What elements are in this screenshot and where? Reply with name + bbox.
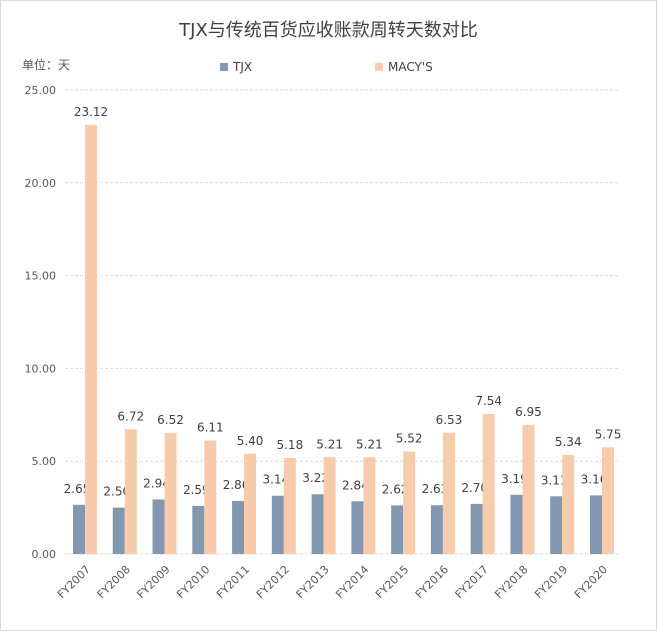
data-label-macys: 5.21 [316, 437, 343, 451]
x-tick-label: FY2016 [413, 563, 451, 601]
bar-tjx [391, 505, 404, 554]
bar-tjx [73, 504, 85, 554]
x-tick-label: FY2010 [174, 563, 212, 601]
bar-tjx [271, 495, 284, 554]
bar-macys [85, 124, 97, 555]
y-tick-label: 5.00 [32, 455, 57, 468]
bar-macys [522, 425, 535, 554]
y-tick-label: 0.00 [32, 548, 57, 561]
data-label-macys: 5.18 [276, 438, 303, 452]
data-label-tjx: 3.19 [501, 472, 528, 486]
bar-tjx [430, 505, 443, 554]
data-label-macys: 6.95 [515, 405, 542, 419]
data-label-tjx: 2.65 [64, 482, 91, 496]
data-label-tjx: 2.50 [103, 485, 130, 499]
bar-macys [283, 457, 296, 554]
bar-tjx [152, 499, 165, 554]
bar-tjx [470, 503, 483, 554]
data-label-macys: 6.11 [197, 421, 224, 435]
legend-item-macys: MACY'S [375, 60, 433, 74]
bar-macys [482, 414, 495, 554]
x-tick-label: FY2020 [572, 563, 610, 601]
data-label-tjx: 2.70 [461, 481, 488, 495]
data-label-tjx: 2.63 [422, 482, 449, 496]
bar-tjx [311, 494, 324, 554]
x-tick-label: FY2008 [95, 563, 133, 601]
y-tick-label: 10.00 [25, 362, 57, 375]
data-label-macys: 5.75 [595, 427, 622, 441]
data-label-macys: 23.12 [74, 105, 108, 119]
data-label-tjx: 2.94 [143, 476, 170, 490]
bar-macys [442, 432, 455, 554]
data-label-tjx: 3.16 [581, 472, 608, 486]
bar-macys [403, 451, 416, 554]
bar-tjx [192, 505, 205, 554]
unit-label: 单位：天 [22, 58, 71, 72]
data-label-macys: 6.52 [157, 413, 184, 427]
bar-macys [323, 457, 336, 554]
bar-macys [562, 454, 575, 554]
bar-tjx [550, 496, 563, 554]
legend-label-tjx: TJX [233, 60, 253, 74]
data-label-tjx: 2.86 [223, 478, 250, 492]
bar-tjx [232, 500, 245, 554]
data-label-macys: 5.40 [237, 434, 264, 448]
data-label-macys: 5.52 [396, 432, 423, 446]
x-tick-label: FY2009 [134, 563, 172, 601]
y-tick-label: 15.00 [25, 270, 57, 283]
x-tick-label: FY2012 [254, 563, 292, 601]
bar-macys [124, 429, 137, 554]
bar-macys [602, 447, 614, 554]
x-tick-label: FY2017 [453, 563, 491, 601]
legend-swatch-tjx [220, 63, 228, 71]
legend-swatch-macys [375, 63, 383, 71]
data-label-tjx: 2.59 [183, 483, 210, 497]
bar-macys [164, 432, 177, 554]
data-label-macys: 5.21 [356, 437, 383, 451]
data-label-macys: 6.53 [436, 413, 463, 427]
data-label-macys: 5.34 [555, 435, 582, 449]
x-tick-label: FY2015 [373, 563, 411, 601]
x-tick-label: FY2014 [333, 563, 371, 601]
y-tick-label: 20.00 [25, 177, 57, 190]
y-tick-label: 25.00 [25, 84, 57, 97]
x-tick-label: FY2011 [214, 563, 252, 601]
bar-tjx [112, 507, 125, 554]
data-label-tjx: 2.84 [342, 478, 369, 492]
data-label-tjx: 3.11 [541, 473, 568, 487]
bar-tjx [510, 494, 523, 554]
chart-title: TJX与传统百货应收账款周转天数对比 [179, 20, 478, 41]
data-label-tjx: 3.14 [262, 473, 289, 487]
data-label-macys: 6.72 [117, 409, 144, 423]
x-tick-label: FY2007 [55, 563, 93, 601]
data-label-macys: 7.54 [475, 394, 502, 408]
x-tick-label: FY2013 [294, 563, 332, 601]
x-tick-label: FY2019 [532, 563, 570, 601]
data-label-tjx: 2.62 [382, 482, 409, 496]
bar-macys [244, 453, 257, 554]
x-tick-label: FY2018 [492, 563, 530, 601]
data-label-tjx: 3.22 [302, 471, 329, 485]
bar-macys [204, 440, 217, 554]
bar-macys [363, 457, 376, 554]
legend-item-tjx: TJX [220, 60, 252, 74]
bar-tjx [590, 495, 602, 554]
legend-label-macys: MACY'S [388, 60, 433, 74]
bar-tjx [351, 501, 364, 554]
